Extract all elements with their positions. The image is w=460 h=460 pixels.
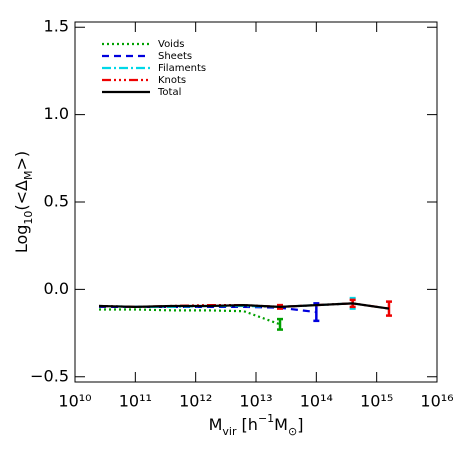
x-tick-label: 10¹¹ bbox=[119, 392, 152, 411]
ylabel-part: (<Δ bbox=[12, 180, 31, 211]
x-tick-label: 10¹⁰ bbox=[58, 392, 91, 411]
y-tick-label: 0.0 bbox=[44, 279, 69, 298]
xlabel-part: −1 bbox=[258, 412, 274, 425]
y-tick-label: 0.5 bbox=[44, 192, 69, 211]
legend-label: Knots bbox=[158, 75, 186, 86]
xlabel: Mvir [h−1M⊙] bbox=[209, 412, 304, 438]
legend-label: Filaments bbox=[158, 63, 206, 74]
y-tick-label: −0.5 bbox=[30, 366, 69, 385]
error-bar bbox=[313, 302, 320, 323]
legend-label: Total bbox=[157, 87, 181, 98]
ylabel: Log10(<ΔM>) bbox=[12, 151, 35, 253]
legend-label: Voids bbox=[158, 39, 185, 50]
ylabel-part: >) bbox=[12, 151, 31, 171]
legend-label: Sheets bbox=[158, 51, 192, 62]
error-bar bbox=[277, 317, 284, 331]
x-tick-label: 10¹² bbox=[179, 392, 212, 411]
x-tick-label: 10¹⁵ bbox=[360, 392, 393, 411]
plot-frame bbox=[74, 21, 438, 383]
xlabel-part: M bbox=[274, 415, 288, 434]
xlabel-part: vir bbox=[222, 425, 237, 438]
xlabel-part: [h bbox=[236, 415, 257, 434]
ylabel-part: Log bbox=[12, 225, 31, 254]
y-tick-label: 1.0 bbox=[44, 104, 69, 123]
ylabel-part: M bbox=[22, 170, 35, 180]
x-tick-label: 10¹⁶ bbox=[420, 392, 453, 411]
x-tick-label: 10¹⁴ bbox=[300, 392, 333, 411]
xlabel-part: M bbox=[209, 415, 223, 434]
ylabel-part: 10 bbox=[22, 211, 35, 225]
y-tick-label: 1.5 bbox=[44, 17, 69, 36]
xlabel-part: ⊙ bbox=[288, 425, 297, 438]
series-line bbox=[99, 308, 281, 326]
x-tick-label: 10¹³ bbox=[239, 392, 272, 411]
series-line bbox=[98, 302, 390, 310]
xlabel-part: ] bbox=[297, 415, 303, 434]
